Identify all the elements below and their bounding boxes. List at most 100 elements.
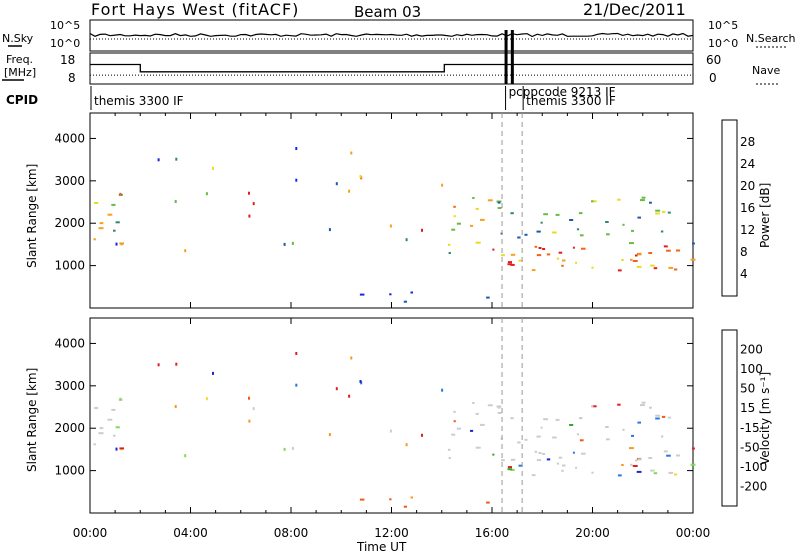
power-cell (252, 202, 255, 206)
power-cell (350, 151, 353, 155)
power-cell (283, 242, 286, 246)
power-cell (99, 222, 104, 225)
power-cell (212, 166, 214, 170)
power-cell (578, 212, 583, 215)
power-cell (496, 200, 502, 203)
velocity-cell (648, 457, 653, 459)
velocity-cell (661, 415, 666, 418)
velocity-cell (348, 394, 351, 398)
power-cell (655, 209, 661, 212)
power-cell (510, 212, 514, 215)
y-tick-label: 3000 (54, 379, 85, 393)
y-tick-label: 4000 (54, 131, 85, 145)
power-cell (569, 219, 574, 221)
power-cell (174, 200, 177, 203)
velocity-cell (359, 380, 362, 383)
velocity-cell (115, 447, 118, 451)
velocity-cell (630, 463, 633, 466)
power-cell (472, 197, 475, 199)
power-cell (534, 245, 538, 248)
colorbar-tick-label: -15 (740, 421, 760, 435)
cpid-entry: pcppcode 9213 IF (509, 85, 616, 99)
velocity-cell (606, 438, 610, 441)
velocity-cell (501, 459, 505, 462)
velocity-cell (496, 405, 502, 408)
power-cell (636, 265, 642, 268)
power-cell (421, 228, 423, 232)
velocity-cell (328, 433, 331, 437)
power-cell (638, 253, 642, 256)
freq-label-2: [MHz] (4, 66, 36, 79)
noise-trace (89, 32, 694, 40)
power-cell (510, 253, 516, 256)
colorbar-tick-label: 20 (740, 179, 755, 193)
velocity-cell (421, 433, 423, 437)
power-cell (572, 246, 575, 249)
power-cell (561, 264, 564, 267)
power-cell (205, 192, 208, 196)
power-cell (348, 189, 351, 193)
power-cell (555, 213, 560, 216)
velocity-cell (389, 429, 392, 433)
velocity-cell (510, 417, 514, 420)
velocity-cell (510, 458, 516, 461)
nsearch-label: N.Search (746, 32, 796, 45)
power-cell (668, 266, 674, 269)
cpid-label: CPID (6, 93, 38, 107)
freq-label-1: Freq. (6, 53, 33, 66)
velocity-cell (447, 448, 451, 451)
velocity-cell (119, 447, 124, 450)
velocity-cell (93, 443, 96, 446)
power-ylabel: Slant Range [km] (25, 164, 39, 268)
velocity-cell (524, 438, 528, 441)
power-cell (617, 269, 622, 272)
velocity-cell (453, 420, 456, 423)
power-cell (631, 229, 634, 232)
velocity-cell (629, 447, 634, 450)
power-cell (453, 215, 456, 218)
velocity-cell (518, 464, 523, 467)
y-tick-label: 3000 (54, 174, 85, 188)
velocity-cell (283, 447, 286, 451)
velocity-cell (605, 426, 609, 428)
power-cell (448, 252, 451, 254)
velocity-cell (668, 471, 674, 474)
noise-sky-line (89, 32, 694, 38)
velocity-cell (572, 451, 575, 454)
colorbar-tick-label: -200 (740, 479, 767, 493)
power-cell (606, 233, 610, 236)
colorbar-tick-label: 16 (740, 201, 755, 215)
power-cell (617, 198, 621, 201)
power-cell (517, 236, 521, 239)
velocity-cell (640, 404, 645, 407)
colorbar-tick-label: 8 (740, 245, 748, 259)
mode-change-marker-2 (510, 30, 514, 84)
power-cell (653, 267, 658, 270)
power-cell (556, 257, 560, 260)
velocity-cell (543, 418, 548, 421)
power-cell (456, 222, 461, 225)
velocity-cell (581, 452, 586, 455)
velocity-cell (405, 443, 408, 447)
noise-tick-right-low: 10^0 (708, 37, 738, 50)
velocity-cell (453, 410, 456, 413)
velocity-cell (531, 474, 536, 477)
velocity-cell (650, 469, 655, 472)
velocity-cell (119, 397, 122, 401)
power-cell (655, 212, 660, 215)
velocity-cell (540, 426, 543, 429)
velocity-cell (546, 458, 551, 461)
velocity-cell (389, 498, 392, 501)
velocity-cell (534, 450, 538, 453)
power-cell (295, 178, 298, 182)
power-cell (641, 196, 646, 199)
velocity-cell (497, 412, 502, 414)
colorbar-tick-label: 28 (740, 135, 755, 149)
power-cell (562, 259, 566, 262)
x-tick-label: 04:00 (173, 526, 208, 540)
power-cell (115, 221, 120, 224)
freq-tick-right-high: 60 (706, 53, 721, 67)
power-cell (359, 175, 362, 178)
velocity-cell (475, 446, 481, 449)
power-cell (536, 254, 542, 257)
